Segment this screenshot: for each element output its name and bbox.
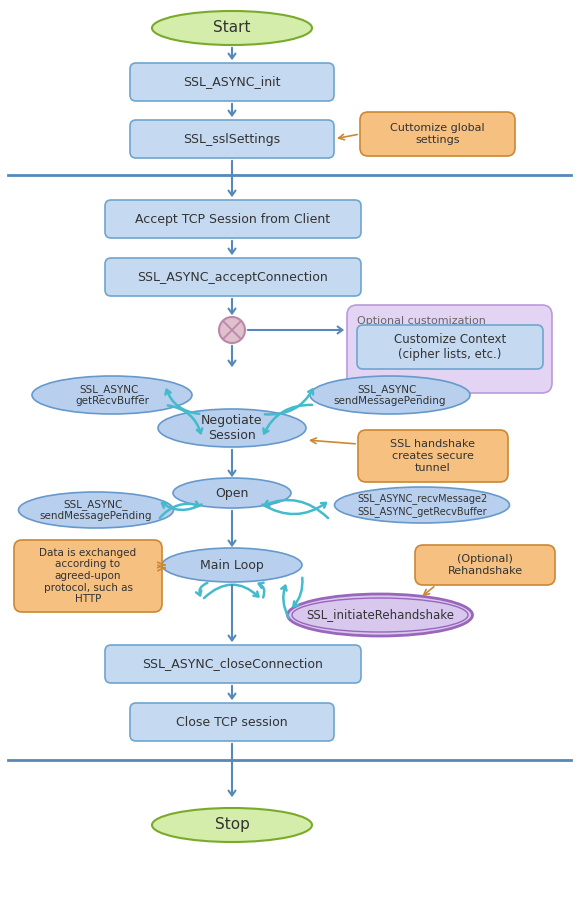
Ellipse shape xyxy=(335,487,510,523)
Text: SSL_sslSettings: SSL_sslSettings xyxy=(184,133,281,146)
Text: Negotiate
Session: Negotiate Session xyxy=(201,414,263,442)
Text: SSL_ASYNC_acceptConnection: SSL_ASYNC_acceptConnection xyxy=(138,270,328,284)
FancyBboxPatch shape xyxy=(360,112,515,156)
Ellipse shape xyxy=(173,478,291,508)
Text: Cuttomize global
settings: Cuttomize global settings xyxy=(390,123,485,145)
FancyBboxPatch shape xyxy=(347,305,552,393)
Text: Optional customization: Optional customization xyxy=(357,316,486,326)
Text: SSL_ASYNC_recvMessage2
SSL_ASYNC_getRecvBuffer: SSL_ASYNC_recvMessage2 SSL_ASYNC_getRecv… xyxy=(357,493,487,517)
Text: SSL_ASYNC_
sendMessagePending: SSL_ASYNC_ sendMessagePending xyxy=(40,499,152,521)
Ellipse shape xyxy=(32,376,192,414)
Text: SSL_ASYNC_
sendMessagePending: SSL_ASYNC_ sendMessagePending xyxy=(334,384,446,406)
Circle shape xyxy=(219,317,245,343)
FancyBboxPatch shape xyxy=(415,545,555,585)
Text: SSL_ASYNC_closeConnection: SSL_ASYNC_closeConnection xyxy=(142,658,324,671)
Ellipse shape xyxy=(162,548,302,582)
Text: SSL_ASYNC_
getRecvBuffer: SSL_ASYNC_ getRecvBuffer xyxy=(75,384,149,406)
Text: (Optional)
Rehandshake: (Optional) Rehandshake xyxy=(448,554,523,576)
Ellipse shape xyxy=(288,594,472,636)
FancyBboxPatch shape xyxy=(358,430,508,482)
FancyBboxPatch shape xyxy=(130,120,334,158)
Ellipse shape xyxy=(158,409,306,447)
Ellipse shape xyxy=(19,492,174,528)
Text: Close TCP session: Close TCP session xyxy=(176,715,288,729)
Text: SSL handshake
creates secure
tunnel: SSL handshake creates secure tunnel xyxy=(390,440,475,472)
FancyBboxPatch shape xyxy=(105,200,361,238)
FancyBboxPatch shape xyxy=(105,645,361,683)
Text: Open: Open xyxy=(215,487,249,500)
Text: Stop: Stop xyxy=(215,817,250,833)
Ellipse shape xyxy=(152,808,312,842)
Text: Accept TCP Session from Client: Accept TCP Session from Client xyxy=(135,213,331,226)
FancyBboxPatch shape xyxy=(105,258,361,296)
FancyBboxPatch shape xyxy=(130,63,334,101)
Text: Start: Start xyxy=(213,21,251,35)
Text: SSL_initiateRehandshake: SSL_initiateRehandshake xyxy=(306,609,454,622)
Text: Main Loop: Main Loop xyxy=(200,559,264,571)
Text: SSL_ASYNC_init: SSL_ASYNC_init xyxy=(183,76,281,88)
FancyBboxPatch shape xyxy=(357,325,543,369)
Text: Customize Context
(cipher lists, etc.): Customize Context (cipher lists, etc.) xyxy=(394,333,506,361)
FancyBboxPatch shape xyxy=(14,540,162,612)
Ellipse shape xyxy=(152,11,312,45)
Text: Data is exchanged
according to
agreed-upon
protocol, such as
HTTP: Data is exchanged according to agreed-up… xyxy=(39,548,137,604)
Ellipse shape xyxy=(310,376,470,414)
FancyBboxPatch shape xyxy=(130,703,334,741)
